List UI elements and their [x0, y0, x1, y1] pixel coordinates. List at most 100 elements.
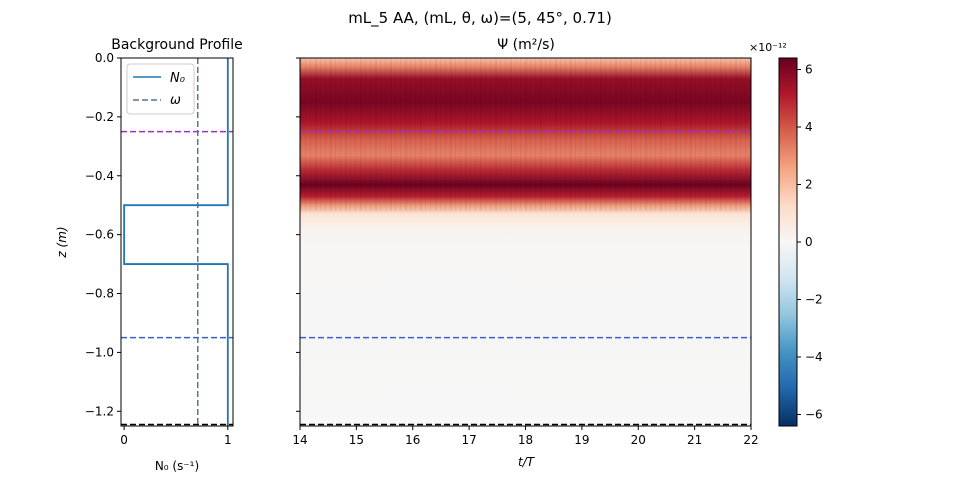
colorbar-tick-label: −2: [805, 293, 823, 307]
heatmap-stripe: [340, 58, 341, 212]
heatmap-stripe: [330, 58, 332, 212]
heatmap-stripe: [420, 58, 422, 212]
heatmap-stripe: [350, 58, 351, 212]
heatmap-stripe: [745, 58, 746, 212]
heatmap-stripe: [395, 58, 396, 212]
heatmap-stripe: [640, 58, 641, 212]
heatmap-stripe: [605, 58, 606, 212]
heatmap-stripe: [520, 58, 521, 212]
heatmap-title: Ψ (m²/s): [497, 37, 555, 53]
heatmap-stripe: [695, 58, 696, 212]
heatmap-stripe: [315, 58, 317, 212]
heatmap-stripe: [495, 58, 497, 212]
heatmap-x-tick-label: 15: [349, 433, 364, 447]
colorbar-tick-label: −4: [805, 350, 823, 364]
heatmap-stripe: [550, 58, 551, 212]
left-y-tick-label: −0.4: [85, 169, 114, 183]
heatmap-stripe: [635, 58, 636, 212]
colorbar-tick-label: 2: [805, 178, 813, 192]
heatmap-y-ticks: [296, 57, 300, 412]
heatmap-stripe: [680, 58, 681, 212]
heatmap-x-tick-label: 18: [518, 433, 533, 447]
heatmap-stripe: [400, 58, 401, 212]
heatmap-stripe: [645, 58, 647, 212]
left-x-tick-label: 1: [224, 433, 232, 447]
heatmap-stripe: [710, 58, 711, 212]
heatmap-stripe: [630, 58, 632, 212]
heatmap-stripe: [300, 58, 302, 212]
colorbar-multiplier: ×10⁻¹²: [749, 41, 787, 54]
heatmap-stripe: [560, 58, 561, 212]
heatmap-x-tick-label: 22: [743, 433, 758, 447]
heatmap-plot-area: [300, 58, 751, 426]
heatmap-stripe: [440, 58, 441, 212]
left-y-axis-label: z (m): [55, 226, 69, 258]
left-y-tick-label: −0.2: [85, 110, 114, 124]
heatmap-stripe: [405, 58, 407, 212]
heatmap-stripe: [525, 58, 527, 212]
heatmap-x-tick-label: 16: [405, 433, 420, 447]
heatmap-stripe: [355, 58, 356, 212]
heatmap-stripe: [700, 58, 701, 212]
heatmap-stripe: [455, 58, 456, 212]
left-panel-title: Background Profile: [111, 37, 243, 53]
heatmap-stripe: [310, 58, 311, 212]
background-profile-panel: Background Profile 0.0 −0.2 −0.4 −0.6 −0.8 −1…: [55, 37, 243, 473]
heatmap-stripe: [600, 58, 602, 212]
heatmap-stripe: [670, 58, 671, 212]
left-axes-frame: [120, 57, 234, 427]
heatmap-stripe: [505, 58, 506, 212]
heatmap-x-ticks: 14 15 16 17 18 19 20 21 22: [292, 426, 759, 447]
heatmap-stripe: [675, 58, 677, 212]
colorbar-tick-label: 0: [805, 235, 813, 249]
heatmap-stripe: [660, 58, 662, 212]
heatmap-stripe: [320, 58, 321, 212]
colorbar: −6 −4 −2 0 2 4 6 ×10⁻¹²: [749, 41, 823, 427]
heatmap-stripe: [465, 58, 467, 212]
heatmap-stripe: [730, 58, 731, 212]
heatmap-stripe: [595, 58, 596, 212]
heatmap-stripe: [615, 58, 617, 212]
left-plot-marks: [121, 58, 233, 426]
heatmap-stripe: [370, 58, 371, 212]
heatmap-stripe: [535, 58, 536, 212]
heatmap-x-tick-label: 20: [631, 433, 646, 447]
left-x-tick-label: 0: [120, 433, 128, 447]
heatmap-stripe: [415, 58, 416, 212]
heatmap-x-tick-label: 14: [292, 433, 307, 447]
heatmap-stripe: [375, 58, 377, 212]
heatmap-stripe: [540, 58, 542, 212]
heatmap-stripe: [435, 58, 437, 212]
colorbar-gradient: [778, 57, 798, 427]
heatmap-stripe: [500, 58, 501, 212]
heatmap-stripe: [690, 58, 692, 212]
heatmap-stripe: [365, 58, 366, 212]
legend-label-omega: ω: [170, 93, 181, 108]
heatmap-stripe: [575, 58, 576, 212]
heatmap-stripe: [380, 58, 381, 212]
heatmap-stripe: [325, 58, 326, 212]
heatmap-stripe: [385, 58, 386, 212]
heatmap-stripe: [460, 58, 461, 212]
legend-label-n0: N₀: [170, 71, 186, 86]
heatmap-stripe: [410, 58, 411, 212]
heatmap-stripe: [665, 58, 666, 212]
heatmap-stripe: [480, 58, 482, 212]
left-x-axis-label: N₀ (s⁻¹): [155, 459, 199, 473]
heatmap-stripe: [685, 58, 686, 212]
heatmap-stripe: [555, 58, 557, 212]
heatmap-stripe: [740, 58, 741, 212]
heatmap-stripe: [475, 58, 476, 212]
heatmap-stripe: [430, 58, 431, 212]
heatmap-stripe: [650, 58, 651, 212]
heatmap-stripe: [545, 58, 546, 212]
heatmap-x-tick-label: 17: [461, 433, 476, 447]
heatmap-reference-lines: [300, 130, 751, 426]
heatmap-stripe: [570, 58, 572, 212]
left-y-ticks: 0.0 −0.2 −0.4 −0.6 −0.8 −1.0 −1.2: [85, 51, 121, 418]
heatmap-stripe: [565, 58, 566, 212]
heatmap-stripe: [490, 58, 491, 212]
colorbar-tick-label: 4: [805, 120, 813, 134]
n0-profile-line: [123, 58, 229, 426]
heatmap-stripe: [485, 58, 486, 212]
